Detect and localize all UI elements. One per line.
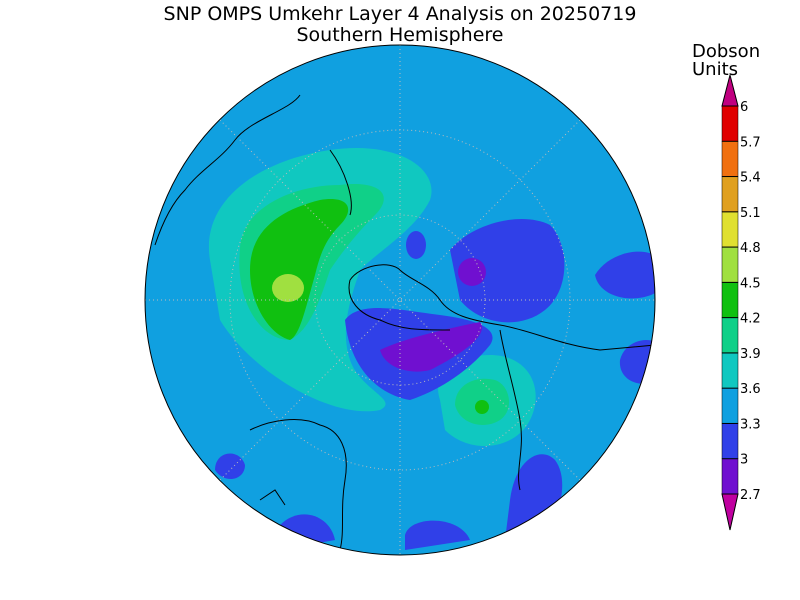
colorbar-tick-label: 4.2 bbox=[740, 312, 761, 327]
colorbar-band bbox=[721, 211, 739, 248]
colorbar-tick-label: 5.7 bbox=[740, 135, 761, 150]
colorbar-tick-label: 3 bbox=[740, 453, 748, 468]
colorbar-tick-label: 5.1 bbox=[740, 206, 761, 221]
colorbar-tick-label: 3.3 bbox=[740, 417, 761, 432]
colorbar-tick-label: 6 bbox=[740, 100, 748, 115]
subtitle: Southern Hemisphere bbox=[296, 24, 503, 46]
colorbar-under bbox=[721, 493, 739, 531]
colorbar-band bbox=[721, 246, 739, 283]
map bbox=[145, 45, 655, 555]
colorbar-band bbox=[721, 352, 739, 389]
colorbar-tick-label: 4.8 bbox=[740, 241, 761, 256]
title: SNP OMPS Umkehr Layer 4 Analysis on 2025… bbox=[164, 3, 637, 25]
colorbar: 2.7 3 3.3 3.6 3.9 4.2 4.5 4.8 5.1 5.4 5.7 6 bbox=[721, 74, 761, 531]
map-border bbox=[144, 44, 656, 556]
colorbar-band bbox=[721, 176, 739, 213]
colorbar-band bbox=[721, 282, 739, 318]
colorbar-label: Dobson bbox=[692, 41, 760, 62]
colorbar-tick-label: 3.9 bbox=[740, 347, 761, 362]
colorbar-band bbox=[721, 387, 739, 424]
colorbar-tick-label: 5.4 bbox=[740, 171, 761, 186]
colorbar-tick-label: 2.7 bbox=[740, 488, 761, 503]
colorbar-label: Units bbox=[692, 59, 738, 80]
colorbar-band bbox=[721, 141, 739, 177]
colorbar-band bbox=[721, 317, 739, 354]
colorbar-tick-label: 4.5 bbox=[740, 276, 761, 291]
colorbar-tick-label: 3.6 bbox=[740, 382, 761, 397]
colorbar-band bbox=[721, 105, 739, 142]
colorbar-band bbox=[721, 423, 739, 459]
colorbar-band bbox=[721, 458, 739, 495]
